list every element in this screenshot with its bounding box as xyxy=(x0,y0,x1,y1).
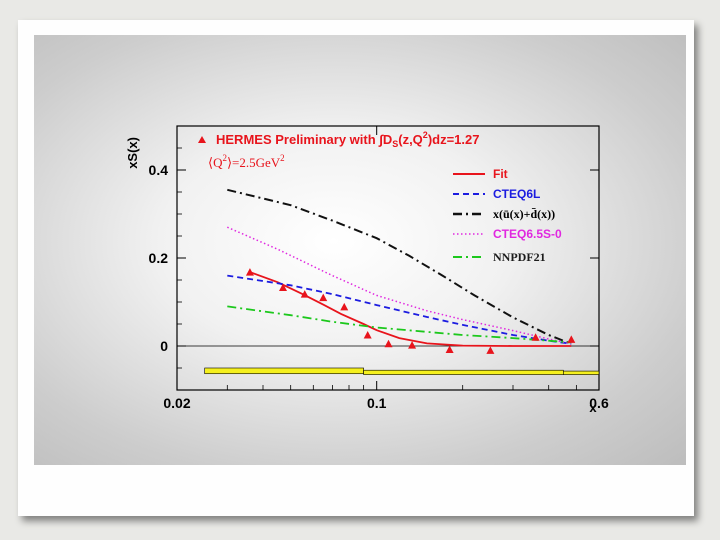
band-segment-1 xyxy=(363,369,564,375)
data-point-4 xyxy=(340,302,349,311)
legend-label-cteq6l: CTEQ6L xyxy=(493,187,540,201)
data-point-1 xyxy=(279,283,288,291)
chart-panel xyxy=(34,35,686,465)
data-point-9 xyxy=(486,346,495,354)
series-line-4 xyxy=(227,305,572,344)
data-point-8 xyxy=(445,345,454,354)
axis-ticks: 0 0.2 0.4 0.02 0.1 0.6 xyxy=(149,125,609,411)
y-tick-label-1: 0.2 xyxy=(149,250,169,266)
systematic-band xyxy=(204,367,599,375)
data-point-7 xyxy=(408,341,417,349)
title-tail: )dz=1.27 xyxy=(428,132,480,147)
svg-text:HERMES Preliminary with ∫DS(z,: HERMES Preliminary with ∫DS(z,Q2)dz=1.27 xyxy=(216,130,479,149)
legend: Fit CTEQ6L x(ū(x)+d̄(x)) CTEQ6.5S-0 NNPD… xyxy=(453,167,562,264)
y-tick-label-0: 0 xyxy=(160,338,168,354)
title-sup: 2 xyxy=(423,130,428,140)
title-sub: S xyxy=(392,139,398,149)
subtitle-sup1: 2 xyxy=(222,153,227,163)
title-marker-icon xyxy=(198,136,206,143)
data-point-0 xyxy=(245,268,254,276)
x-tick-label-1: 0.1 xyxy=(367,395,387,411)
series-line-2 xyxy=(227,188,572,345)
data-point-10 xyxy=(531,333,540,341)
series-line-0 xyxy=(249,271,572,347)
subtitle-sup2: 2 xyxy=(280,153,285,163)
x-tick-label-2: 0.6 xyxy=(589,395,609,411)
data-point-2 xyxy=(300,290,309,298)
legend-label-ubar-dbar: x(ū(x)+d̄(x)) xyxy=(493,207,555,221)
y-axis-label: xS(x) xyxy=(125,137,140,169)
y-tick-label-2: 0.4 xyxy=(149,162,169,178)
band-segment-0 xyxy=(204,367,364,375)
data-point-5 xyxy=(363,331,372,339)
x-axis-label: x xyxy=(589,400,597,415)
legend-label-cteq65s0: CTEQ6.5S-0 xyxy=(493,227,562,241)
legend-label-nnpdf21: NNPDF21 xyxy=(493,250,546,264)
series-line-3 xyxy=(226,226,572,345)
data-point-11 xyxy=(567,335,576,343)
title-end: (z,Q xyxy=(398,132,423,147)
subtitle-main: ⟨Q xyxy=(208,155,223,170)
data-point-3 xyxy=(319,293,328,302)
chart-title: HERMES Preliminary with ∫DS(z,Q2)dz=1.27… xyxy=(198,130,479,170)
legend-label-fit: Fit xyxy=(493,167,508,181)
data-points xyxy=(245,268,576,354)
subtitle-mid: ⟩=2.5GeV xyxy=(227,155,281,170)
band-segment-2 xyxy=(563,370,599,375)
chart-subtitle: ⟨Q2⟩=2.5GeV2 xyxy=(208,153,285,170)
data-point-6 xyxy=(384,339,393,348)
series-line-1 xyxy=(227,274,572,345)
x-tick-label-0: 0.02 xyxy=(163,395,190,411)
title-main: HERMES Preliminary with ∫D xyxy=(216,132,392,147)
